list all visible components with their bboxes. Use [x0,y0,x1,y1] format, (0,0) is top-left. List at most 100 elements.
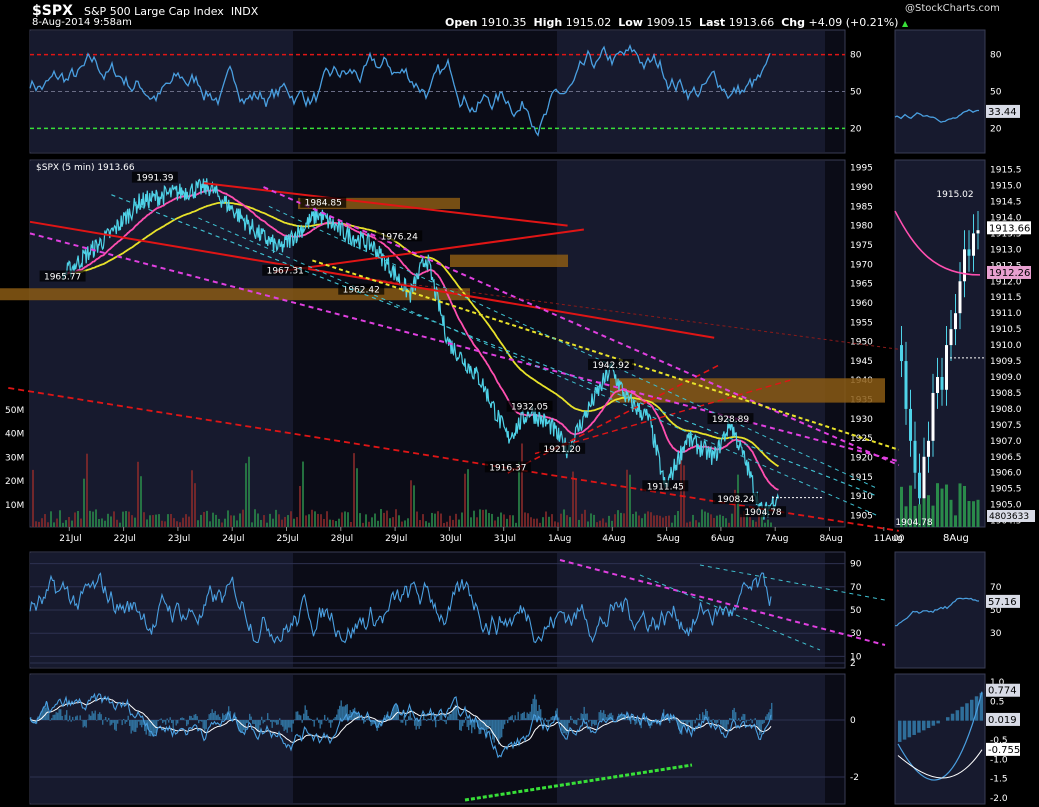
macd-histogram-bar [255,720,257,729]
macd-side-histogram-bar [974,696,979,721]
macd-histogram-bar [90,715,92,720]
price-annotation-label: 1911.45 [647,482,684,492]
macd-histogram-bar [535,699,537,720]
macd-histogram-bar [411,717,413,720]
volume-bar [182,517,184,527]
volume-bar [50,511,52,527]
macd-histogram-bar [312,720,314,722]
volume-bar [272,518,274,527]
macd-histogram-bar [409,709,411,720]
volume-bar [521,443,523,527]
side-last-value-box [987,221,1031,235]
macd-histogram-bar [204,720,206,734]
macd-histogram-bar [442,720,444,721]
macd-histogram-bar [76,715,78,720]
price-annotation-box [539,442,586,454]
macd-histogram-bar [189,715,191,720]
volume-bar [374,513,376,527]
macd-histogram-bar [135,720,137,732]
volume-bar [305,515,307,527]
volume-bar [560,513,562,527]
ticker-symbol[interactable]: $SPX [32,3,73,19]
macd-histogram-bar [423,714,425,720]
side-volume-bar [945,484,948,527]
macd-histogram-bar [241,720,243,733]
trend-line [203,182,568,227]
macd-histogram-bar [478,720,480,735]
volume-bar [74,512,76,527]
rsi-mid-tick-label: 30 [850,629,862,639]
side-price-tick-label: 1915.0 [990,182,1022,192]
macd-histogram-bar [60,709,62,720]
macd-histogram-bar [279,718,281,720]
macd-histogram-bar [496,720,498,741]
volume-bar [200,514,202,527]
price-annotation-label: 1928.89 [712,415,749,425]
price-annotation-box [506,400,553,412]
macd-histogram-bar [492,720,494,740]
last-value: 1913.66 [728,16,775,29]
macd-histogram-bar [606,717,608,720]
exchange-code: INDX [230,5,259,18]
macd-histogram-bar [52,714,54,720]
macd-histogram-bar [706,710,708,720]
macd-histogram-bar [168,720,170,723]
macd-histogram-bar [151,720,153,734]
macd-histogram-bar [220,719,222,720]
macd-histogram-bar [100,714,102,720]
side-candle-body [958,281,962,314]
macd-histogram-bar [363,720,365,724]
macd-histogram-bar [306,709,308,720]
volume-bar [668,515,670,527]
price-tick-label: 1910 [850,492,873,502]
macd-histogram-bar [372,720,374,725]
price-annotation-box [300,196,347,208]
macd-histogram-bar [330,720,332,728]
macd-side-tick-label: -2.0 [990,794,1008,804]
price-series-line [62,178,780,520]
volume-bar [356,468,358,527]
date-tick-label: 11Aug [874,534,903,544]
volume-bar [377,520,379,527]
volume-bar [392,517,394,527]
macd-histogram-bar [333,718,335,720]
macd-histogram-bar [193,714,195,720]
volume-bar [119,522,121,527]
volume-bar [557,522,559,527]
macd-histogram-bar [300,715,302,720]
macd-histogram-bar [316,717,318,720]
macd-histogram-bar [343,706,345,720]
volume-bar [125,511,127,527]
macd-histogram-bar [534,694,536,720]
volume-bar [332,519,334,527]
macd-histogram-bar [742,713,744,720]
volume-bar [53,522,55,527]
macd-histogram-bar [75,716,77,720]
week-shade-top-0 [30,31,293,152]
price-annotation-label: 1965.77 [44,273,81,283]
volume-bar [530,517,532,527]
volume-bar [233,515,235,527]
volume-bar [623,513,625,527]
rsi-mid-series-line [29,572,772,644]
macd-histogram-bar [210,713,212,720]
macd-histogram-bar [598,712,600,720]
macd-histogram-bar [366,718,368,720]
side-price-tick-label: 1910.0 [990,341,1022,351]
macd-histogram-bar [688,720,690,723]
rsi-top-tick-label: 50 [850,88,862,98]
macd-histogram-bar [43,706,45,720]
volume-bar [725,518,727,527]
side-price-tick-label: 1910.5 [990,325,1022,335]
price-annotation-label: 1942.92 [592,361,629,371]
macd-histogram-bar [703,714,705,720]
macd-histogram-bar [480,720,482,734]
quote-summary: Open 1910.35 High 1915.02 Low 1909.15 La… [445,16,908,29]
volume-bar [383,512,385,527]
volume-bar [206,510,208,527]
macd-side-histogram-bar [898,720,902,742]
macd-histogram-bar [741,716,743,720]
volume-bar [500,512,502,527]
macd-histogram-bar [621,712,623,720]
